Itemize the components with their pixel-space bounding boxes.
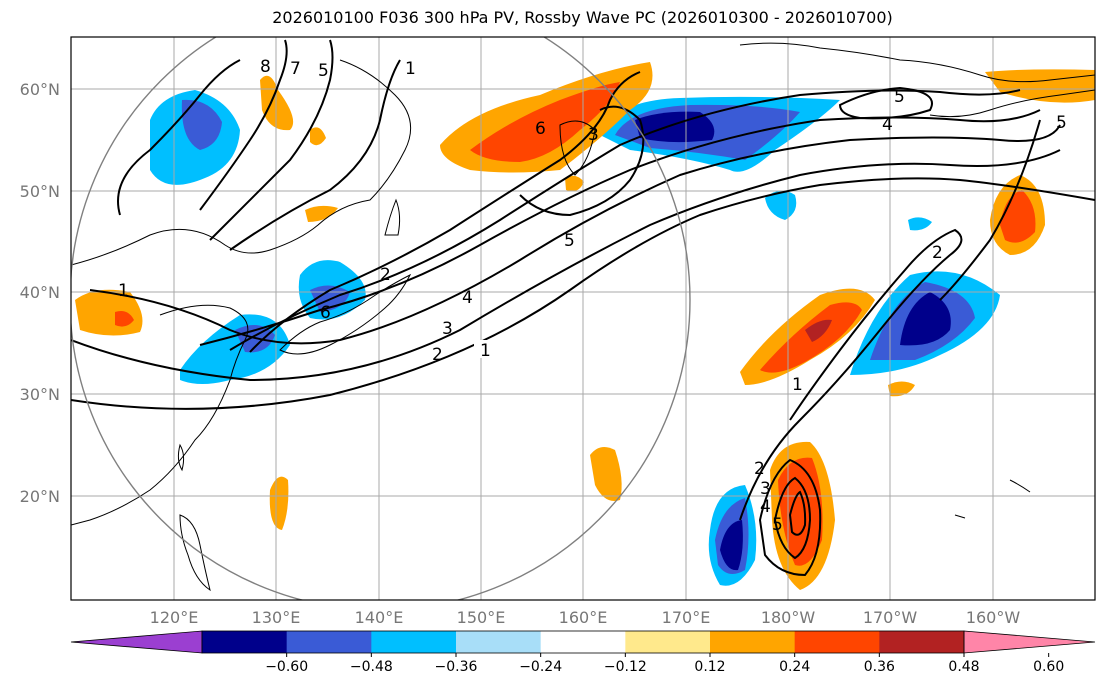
red-core-hawaii <box>778 457 823 566</box>
latitude-labels: 60°N 50°N 40°N 30°N 20°N <box>20 80 60 506</box>
colorbar-segment <box>710 631 796 653</box>
colorbar-segment <box>286 631 372 653</box>
lon-label: 130°E <box>252 608 301 627</box>
contour-label-4: 4 <box>462 288 473 308</box>
colorbar: −0.60 −0.48 −0.36 −0.24 −0.12 0.12 0.24 0.36 0.4… <box>70 630 1096 675</box>
radius-circle <box>71 37 691 600</box>
colorbar-outline <box>201 630 965 654</box>
colorbar-segment <box>202 631 288 653</box>
contour-label-19: 5 <box>772 515 783 535</box>
contour-label-6: 6 <box>320 303 331 323</box>
colorbar-segment <box>456 631 542 653</box>
lon-label: 180°W <box>761 608 816 627</box>
colorbar-label: −0.36 <box>435 659 478 675</box>
longitude-labels: 120°E 130°E 140°E 150°E 160°E 170°E 180°… <box>150 608 1021 627</box>
lon-label: 160°E <box>559 608 608 627</box>
orange-small-2 <box>590 446 622 501</box>
contour-label-18: 4 <box>760 497 771 517</box>
colorbar-label: 0.24 <box>779 659 810 675</box>
colorbar-extend-high <box>963 630 1096 654</box>
colorbar-label: 0.60 <box>1033 659 1064 675</box>
contour-label-8: 2 <box>380 265 391 285</box>
lon-label: 120°E <box>150 608 199 627</box>
contour-label-22: 5 <box>318 61 329 81</box>
crimson-core-bering <box>805 319 832 342</box>
blue-small-2 <box>908 217 932 231</box>
colorbar-segment <box>794 631 880 653</box>
lat-label: 30°N <box>20 385 60 404</box>
colorbar-label: −0.60 <box>265 659 308 675</box>
lon-label: 170°W <box>863 608 918 627</box>
blue-core-west-siberia <box>181 99 222 150</box>
colorbar-label: 0.36 <box>864 659 895 675</box>
contour-label-14: 2 <box>932 243 943 263</box>
contour-label-5: 5 <box>564 231 575 251</box>
contour-label-15: 1 <box>792 375 803 395</box>
contour-label-13: 4 <box>882 115 893 135</box>
map-frame <box>70 36 1096 601</box>
colorbar-label: −0.48 <box>350 659 393 675</box>
blue-deep-gulf-alaska <box>900 292 951 346</box>
contour-label-1: 1 <box>480 341 491 361</box>
contour-label-10: 5 <box>894 87 905 107</box>
orange-small-5 <box>565 175 584 192</box>
graticule <box>71 37 1095 600</box>
lat-label: 20°N <box>20 487 60 506</box>
contour-label-9: 3 <box>588 125 599 145</box>
contour-label-11: 6 <box>535 119 546 139</box>
lon-label: 140°E <box>355 608 404 627</box>
blue-deep-north-pacific <box>635 111 715 143</box>
contour-label-17: 3 <box>760 479 771 499</box>
coastlines <box>71 42 1095 592</box>
colorbar-segment <box>540 631 626 653</box>
colorbar-label: −0.12 <box>604 659 647 675</box>
lon-label: 150°E <box>457 608 506 627</box>
colorbar-extend-low <box>70 630 203 654</box>
colorbar-segment <box>625 631 711 653</box>
contour-label-20: 8 <box>260 57 271 77</box>
pv-contours <box>71 39 1095 577</box>
contour-label-3: 3 <box>442 319 453 339</box>
colorbar-label: 0.48 <box>948 659 979 675</box>
orange-small-4 <box>888 381 915 397</box>
contour-label-21: 7 <box>290 59 301 79</box>
lat-label: 40°N <box>20 283 60 302</box>
contour-labels: 1 2 3 4 5 6 1 2 3 5 6 5 4 2 1 2 3 4 5 8 … <box>118 57 1067 535</box>
lon-label: 170°E <box>662 608 711 627</box>
colorbar-label: 0.12 <box>694 659 725 675</box>
lat-label: 60°N <box>20 80 60 99</box>
contour-label-12: 5 <box>1056 113 1067 133</box>
lon-label: 160°W <box>966 608 1021 627</box>
colorbar-segment <box>371 631 457 653</box>
colorbar-segment <box>879 631 965 653</box>
blue-deep-hawaii-west <box>720 520 743 571</box>
contour-label-7: 1 <box>118 281 129 301</box>
lat-label: 50°N <box>20 182 60 201</box>
contour-label-23: 1 <box>405 59 416 79</box>
colorbar-label: −0.24 <box>519 659 562 675</box>
orange-small-6 <box>310 127 326 146</box>
contour-label-16: 2 <box>754 459 765 479</box>
label-bg <box>474 340 488 358</box>
map-title: 2026010100 F036 300 hPa PV, Rossby Wave … <box>272 8 893 27</box>
red-core-china <box>115 311 134 327</box>
orange-small-1 <box>305 205 338 222</box>
contour-label-2: 2 <box>432 345 443 365</box>
orange-small-3 <box>269 476 289 530</box>
